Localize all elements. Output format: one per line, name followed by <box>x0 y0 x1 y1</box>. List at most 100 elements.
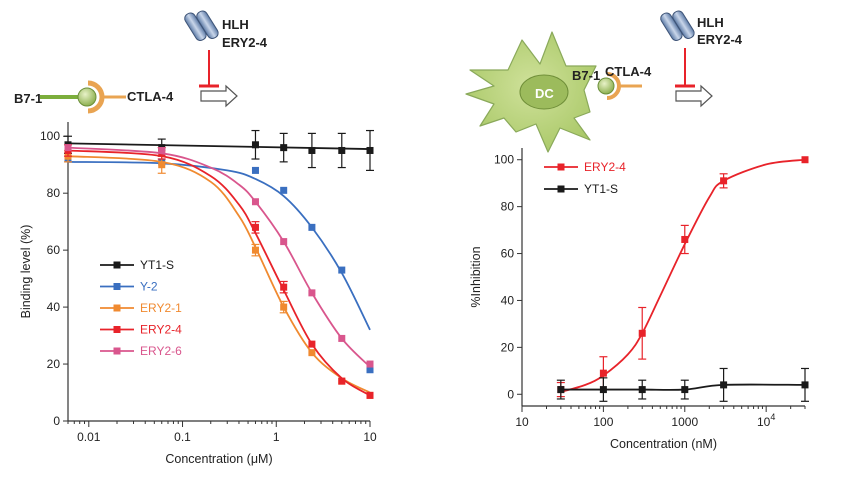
x-tick-label: 100 <box>593 415 613 429</box>
legend-marker <box>113 347 121 355</box>
data-point-ERY2-4 <box>366 391 374 399</box>
x-axis-label-part: ) <box>268 452 272 466</box>
fit-line-Y-2 <box>67 160 371 331</box>
data-point-YT1-S <box>338 146 346 154</box>
data-point-ERY2-4 <box>638 329 646 337</box>
left-hlh-label: HLH <box>222 17 249 32</box>
data-point-ERY2-6 <box>366 360 374 368</box>
data-point-ERY2-4 <box>599 369 607 377</box>
y-tick-label: 80 <box>47 186 61 200</box>
data-point-ERY2-1 <box>308 349 316 357</box>
nucleus <box>519 74 569 110</box>
right-inhibition-arrow <box>675 48 695 88</box>
data-point-YT1-S <box>638 386 646 394</box>
data-point-ERY2-4 <box>280 283 288 291</box>
outline-arrow-icon <box>200 84 238 108</box>
right-outline-arrow-icon <box>675 84 713 108</box>
data-point-ERY2-4 <box>251 223 259 231</box>
legend-label: ERY2-4 <box>584 160 626 174</box>
series-ERY2-6: ERY2-6 <box>64 144 374 368</box>
dc-label: DC <box>535 86 554 101</box>
data-point-Y-2 <box>280 186 288 194</box>
legend-label: ERY2-1 <box>140 301 182 315</box>
right-ery-label: ERY2-4 <box>697 32 743 47</box>
data-point-YT1-S <box>251 141 259 149</box>
x-axis-label-part: Concentration ( <box>165 452 251 466</box>
x-axis-label: Concentration (μM) <box>165 452 272 466</box>
x-tick-label: 0.01 <box>77 430 101 444</box>
data-point-ERY2-1 <box>158 161 166 169</box>
y-tick-label: 40 <box>47 300 61 314</box>
right-diagram: DC B7-1 CTLA-4 HLH ERY2-4 <box>465 10 743 153</box>
data-point-Y-2 <box>338 266 346 274</box>
data-point-ERY2-4 <box>801 156 809 164</box>
data-point-YT1-S <box>366 146 374 154</box>
data-point-ERY2-1 <box>280 303 288 311</box>
x-tick-label: 1 <box>273 430 280 444</box>
series-ERY2-1: ERY2-1 <box>64 149 374 399</box>
fit-line-YT1-S <box>67 142 371 150</box>
legend-label: ERY2-6 <box>140 344 182 358</box>
y-tick-label: 100 <box>494 153 514 167</box>
data-point-ERY2-4 <box>720 177 728 185</box>
x-axis-label-unit: μM <box>251 452 269 466</box>
y-tick-label: 100 <box>40 129 60 143</box>
data-point-ERY2-6 <box>64 144 72 152</box>
legend-marker <box>557 163 565 171</box>
data-point-YT1-S <box>557 386 565 394</box>
data-point-YT1-S <box>801 381 809 389</box>
y-tick-label: 20 <box>47 357 61 371</box>
legend-label: Y-2 <box>140 280 158 294</box>
y-tick-label: 40 <box>501 293 515 307</box>
ctla-4-receptor-icon <box>87 80 126 114</box>
data-point-YT1-S <box>280 144 288 152</box>
legend-marker <box>557 185 565 193</box>
legend-marker <box>113 326 121 333</box>
right-b7-1-ligand-icon <box>597 77 615 95</box>
fit-line-ERY2-4 <box>67 149 371 397</box>
data-point-ERY2-6 <box>158 146 166 154</box>
legend-label: YT1-S <box>140 258 174 272</box>
data-point-ERY2-4 <box>338 377 346 385</box>
b7-1-ligand-icon <box>40 87 97 107</box>
data-point-Y-2 <box>251 166 259 174</box>
data-point-ERY2-4 <box>681 235 689 243</box>
y-tick-label: 20 <box>501 340 515 354</box>
binding-chart: 0 20 40 60 80 100 0.01 0.1 1 10 Concentration (μM)… <box>19 122 377 466</box>
data-point-YT1-S <box>599 386 607 394</box>
legend-label: YT1-S <box>584 182 618 196</box>
y-axis-label: %Inhibition <box>469 246 483 307</box>
y-tick-label: 60 <box>47 243 61 257</box>
data-point-ERY2-4 <box>308 340 316 348</box>
data-point-ERY2-6 <box>251 198 259 206</box>
inhibition-arrow <box>199 50 219 88</box>
legend-marker <box>113 261 121 269</box>
right-ctla-label: CTLA-4 <box>605 64 652 79</box>
data-point-Y-2 <box>366 366 374 374</box>
series-YT1-S: YT1-S <box>544 182 809 402</box>
data-point-ERY2-1 <box>251 246 259 254</box>
right-hlh-label: HLH <box>697 15 724 30</box>
fit-line-ERY2-4 <box>560 158 806 393</box>
y-tick-label: 80 <box>501 200 515 214</box>
legend-label: ERY2-4 <box>140 323 182 337</box>
x-tick-superscript: 4 <box>770 412 775 422</box>
right-hlh-cylinder-icon <box>660 10 695 41</box>
y-tick-label: 0 <box>53 414 60 428</box>
y-axis-label: Binding level (%) <box>19 225 33 319</box>
left-ery-label: ERY2-4 <box>222 35 268 50</box>
series-YT1-S: YT1-S <box>64 129 374 272</box>
y-tick-label: 0 <box>507 387 514 401</box>
series-ERY2-4: ERY2-4 <box>64 144 374 399</box>
data-point-YT1-S <box>681 386 689 394</box>
legend-marker <box>113 283 121 290</box>
data-point-ERY2-6 <box>280 238 288 246</box>
data-point-ERY2-6 <box>308 289 316 297</box>
x-tick-label: 1000 <box>671 415 698 429</box>
series-ERY2-4: ERY2-4 <box>544 156 809 398</box>
inhibition-chart: 0 20 40 60 80 100 10 100 1000 104 Concentration (n… <box>469 148 809 451</box>
data-point-YT1-S <box>720 381 728 389</box>
y-tick-label: 60 <box>501 247 515 261</box>
left-b7-label: B7-1 <box>14 91 42 106</box>
